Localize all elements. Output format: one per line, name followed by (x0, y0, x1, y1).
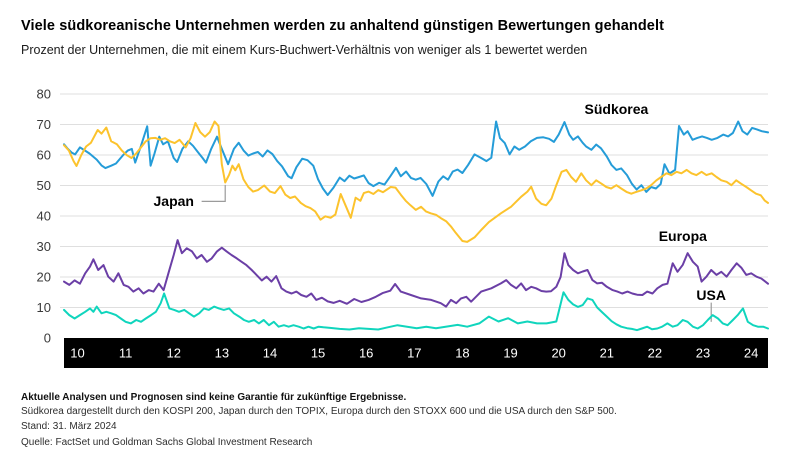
footnote-source: Quelle: FactSet und Goldman Sachs Global… (21, 437, 313, 448)
y-axis-tick-70: 70 (37, 117, 51, 132)
footnote-as-of-date: Stand: 31. März 2024 (21, 421, 117, 432)
y-axis-tick-50: 50 (37, 178, 51, 193)
series-line-europa (63, 239, 769, 308)
series-line-japan (63, 120, 769, 243)
y-axis-tick-40: 40 (37, 209, 51, 224)
y-axis-tick-80: 80 (37, 87, 51, 102)
y-axis-tick-20: 20 (37, 270, 51, 285)
x-axis-tick-19: 19 (503, 346, 517, 361)
footnote-methodology: Südkorea dargestellt durch den KOSPI 200… (21, 406, 617, 417)
x-axis-tick-14: 14 (263, 346, 277, 361)
x-axis-tick-13: 13 (215, 346, 229, 361)
leader-line-japan (201, 184, 226, 202)
x-axis-tick-11: 11 (119, 346, 133, 361)
x-axis-tick-24: 24 (744, 346, 758, 361)
x-axis-tick-10: 10 (70, 346, 84, 361)
series-label-usa: USA (693, 287, 729, 302)
x-axis-tick-17: 17 (407, 346, 421, 361)
x-axis-tick-22: 22 (648, 346, 662, 361)
series-line-südkorea (63, 120, 769, 197)
page-title: Viele südkoreanische Unternehmen werden … (21, 18, 665, 34)
x-axis-tick-21: 21 (600, 346, 614, 361)
series-label-suedkorea: Südkorea (584, 100, 649, 117)
x-axis-band (64, 338, 768, 368)
x-axis-tick-20: 20 (551, 346, 565, 361)
x-axis-tick-15: 15 (311, 346, 325, 361)
x-axis-tick-18: 18 (455, 346, 469, 361)
y-axis-tick-60: 60 (37, 148, 51, 163)
y-axis-tick-10: 10 (37, 300, 51, 315)
y-axis-tick-0: 0 (44, 331, 51, 346)
x-axis-tick-12: 12 (166, 346, 180, 361)
series-line-usa (63, 291, 769, 332)
y-axis-tick-30: 30 (37, 239, 51, 254)
series-label-europa: Europa (658, 228, 707, 245)
x-axis-tick-16: 16 (359, 346, 373, 361)
x-axis-tick-23: 23 (696, 346, 710, 361)
footnote-disclaimer: Aktuelle Analysen und Prognosen sind kei… (21, 392, 407, 403)
chart-subtitle: Prozent der Unternehmen, die mit einem K… (21, 43, 588, 57)
series-label-japan: Japan (153, 193, 194, 210)
